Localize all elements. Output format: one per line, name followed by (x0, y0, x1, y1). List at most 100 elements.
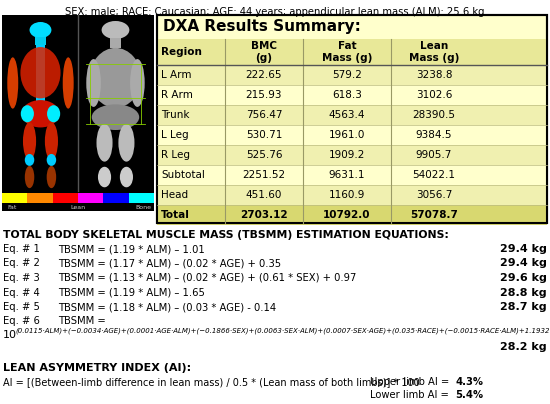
Text: 4.3%: 4.3% (455, 377, 483, 387)
Text: 57078.7: 57078.7 (410, 210, 458, 220)
Bar (157, 165, 547, 185)
Text: R Leg: R Leg (161, 150, 190, 160)
Ellipse shape (130, 59, 145, 107)
Text: 9631.1: 9631.1 (329, 170, 365, 180)
Text: Eq. # 5: Eq. # 5 (3, 302, 40, 312)
Text: L Arm: L Arm (161, 70, 191, 80)
Text: 10: 10 (3, 330, 17, 341)
Bar (157, 39, 547, 65)
Text: 29.4 kg: 29.4 kg (500, 244, 547, 254)
Text: 756.47: 756.47 (246, 110, 282, 120)
Text: Eq. # 1: Eq. # 1 (3, 244, 40, 254)
Bar (157, 145, 547, 165)
Text: 1909.2: 1909.2 (329, 150, 365, 160)
Text: TBSMM = (1.19 * ALM) – 1.65: TBSMM = (1.19 * ALM) – 1.65 (58, 288, 205, 297)
Text: 9384.5: 9384.5 (416, 130, 452, 140)
Text: 5.4%: 5.4% (455, 390, 483, 400)
Ellipse shape (118, 124, 134, 162)
Text: TBSMM =: TBSMM = (58, 316, 106, 326)
Ellipse shape (47, 166, 56, 188)
Text: (0.0115·ALM)+(−0.0034·AGE)+(0.0001·AGE·ALM)+(−0.1866·SEX)+(0.0063·SEX·ALM)+(0.00: (0.0115·ALM)+(−0.0034·AGE)+(0.0001·AGE·A… (15, 328, 549, 334)
Ellipse shape (102, 21, 129, 39)
Text: Subtotal: Subtotal (161, 170, 205, 180)
Text: 215.93: 215.93 (246, 90, 282, 100)
Ellipse shape (7, 57, 18, 109)
Text: Bone: Bone (135, 205, 151, 210)
Text: 579.2: 579.2 (332, 70, 362, 80)
Text: 530.71: 530.71 (246, 130, 282, 140)
Ellipse shape (120, 167, 133, 187)
Text: 451.60: 451.60 (246, 190, 282, 200)
Bar (28, 193, 53, 203)
Ellipse shape (25, 166, 34, 188)
Text: 1961.0: 1961.0 (329, 130, 365, 140)
Text: Upper limb AI =: Upper limb AI = (370, 377, 452, 387)
Bar (2, 15, 154, 211)
Text: 28.7 kg: 28.7 kg (500, 302, 547, 312)
Bar (157, 15, 547, 223)
Text: Fat
Mass (g): Fat Mass (g) (322, 41, 372, 63)
Text: TBSMM = (1.13 * ALM) – (0.02 * AGE) + (0.61 * SEX) + 0.97: TBSMM = (1.13 * ALM) – (0.02 * AGE) + (0… (58, 273, 356, 283)
Text: Region: Region (161, 47, 202, 57)
Text: 9905.7: 9905.7 (416, 150, 452, 160)
Text: 54022.1: 54022.1 (412, 170, 455, 180)
Text: TBSMM = (1.19 * ALM) – 1.01: TBSMM = (1.19 * ALM) – 1.01 (58, 244, 205, 254)
Bar (36, 45, 45, 117)
Text: AI = [(Between-limb difference in lean mass) / 0.5 * (Lean mass of both limbs)] : AI = [(Between-limb difference in lean m… (3, 377, 420, 387)
Bar (53, 193, 78, 203)
Text: Lower limb AI =: Lower limb AI = (370, 390, 452, 400)
Text: Eq. # 4: Eq. # 4 (3, 288, 40, 297)
Ellipse shape (21, 105, 34, 122)
Text: TBSMM = (1.18 * ALM) – (0.03 * AGE) - 0.14: TBSMM = (1.18 * ALM) – (0.03 * AGE) - 0.… (58, 302, 276, 312)
Bar (157, 65, 547, 85)
Text: Head: Head (161, 190, 188, 200)
Text: 618.3: 618.3 (332, 90, 362, 100)
Text: 4563.4: 4563.4 (329, 110, 365, 120)
Text: 10792.0: 10792.0 (323, 210, 371, 220)
Text: Fat: Fat (7, 205, 16, 210)
Ellipse shape (25, 154, 34, 166)
Text: 1160.9: 1160.9 (329, 190, 365, 200)
Bar (157, 105, 547, 125)
Bar (157, 15, 547, 223)
Ellipse shape (47, 154, 56, 166)
Text: Trunk: Trunk (161, 110, 190, 120)
Bar (2, 193, 28, 203)
Bar (103, 193, 129, 203)
Text: BMC
(g): BMC (g) (251, 41, 277, 63)
Text: Lean
Mass (g): Lean Mass (g) (409, 41, 459, 63)
Text: Total: Total (161, 210, 190, 220)
Text: 28.2 kg: 28.2 kg (500, 341, 547, 351)
Ellipse shape (45, 122, 58, 160)
Text: 2703.12: 2703.12 (240, 210, 288, 220)
Text: LEAN ASYMMETRY INDEX (AI):: LEAN ASYMMETRY INDEX (AI): (3, 363, 191, 373)
Bar (157, 185, 547, 205)
Bar (129, 193, 154, 203)
Ellipse shape (23, 122, 36, 160)
Ellipse shape (92, 104, 139, 130)
Text: SEX: male; RACE: Caucasian; AGE: 44 years; appendicular lean mass (ALM): 25.6 kg: SEX: male; RACE: Caucasian; AGE: 44 year… (65, 7, 485, 17)
Text: Eq. # 2: Eq. # 2 (3, 259, 40, 269)
Ellipse shape (86, 59, 101, 107)
Text: 29.6 kg: 29.6 kg (500, 273, 547, 283)
Ellipse shape (30, 22, 51, 38)
Bar (35, 37, 46, 45)
Bar (109, 38, 122, 48)
Ellipse shape (98, 167, 111, 187)
Ellipse shape (20, 47, 60, 98)
Text: TBSMM = (1.17 * ALM) – (0.02 * AGE) + 0.35: TBSMM = (1.17 * ALM) – (0.02 * AGE) + 0.… (58, 259, 281, 269)
Text: R Arm: R Arm (161, 90, 193, 100)
Text: Lean: Lean (70, 205, 86, 210)
Bar (157, 205, 547, 225)
Text: 3056.7: 3056.7 (416, 190, 452, 200)
Text: 28390.5: 28390.5 (412, 110, 455, 120)
Ellipse shape (96, 124, 113, 162)
Ellipse shape (63, 57, 74, 109)
Text: 222.65: 222.65 (246, 70, 282, 80)
Ellipse shape (47, 105, 60, 122)
Text: DXA Results Summary:: DXA Results Summary: (163, 19, 361, 34)
Text: Eq. # 3: Eq. # 3 (3, 273, 40, 283)
Bar (157, 85, 547, 105)
Text: 2251.52: 2251.52 (243, 170, 285, 180)
Text: 525.76: 525.76 (246, 150, 282, 160)
